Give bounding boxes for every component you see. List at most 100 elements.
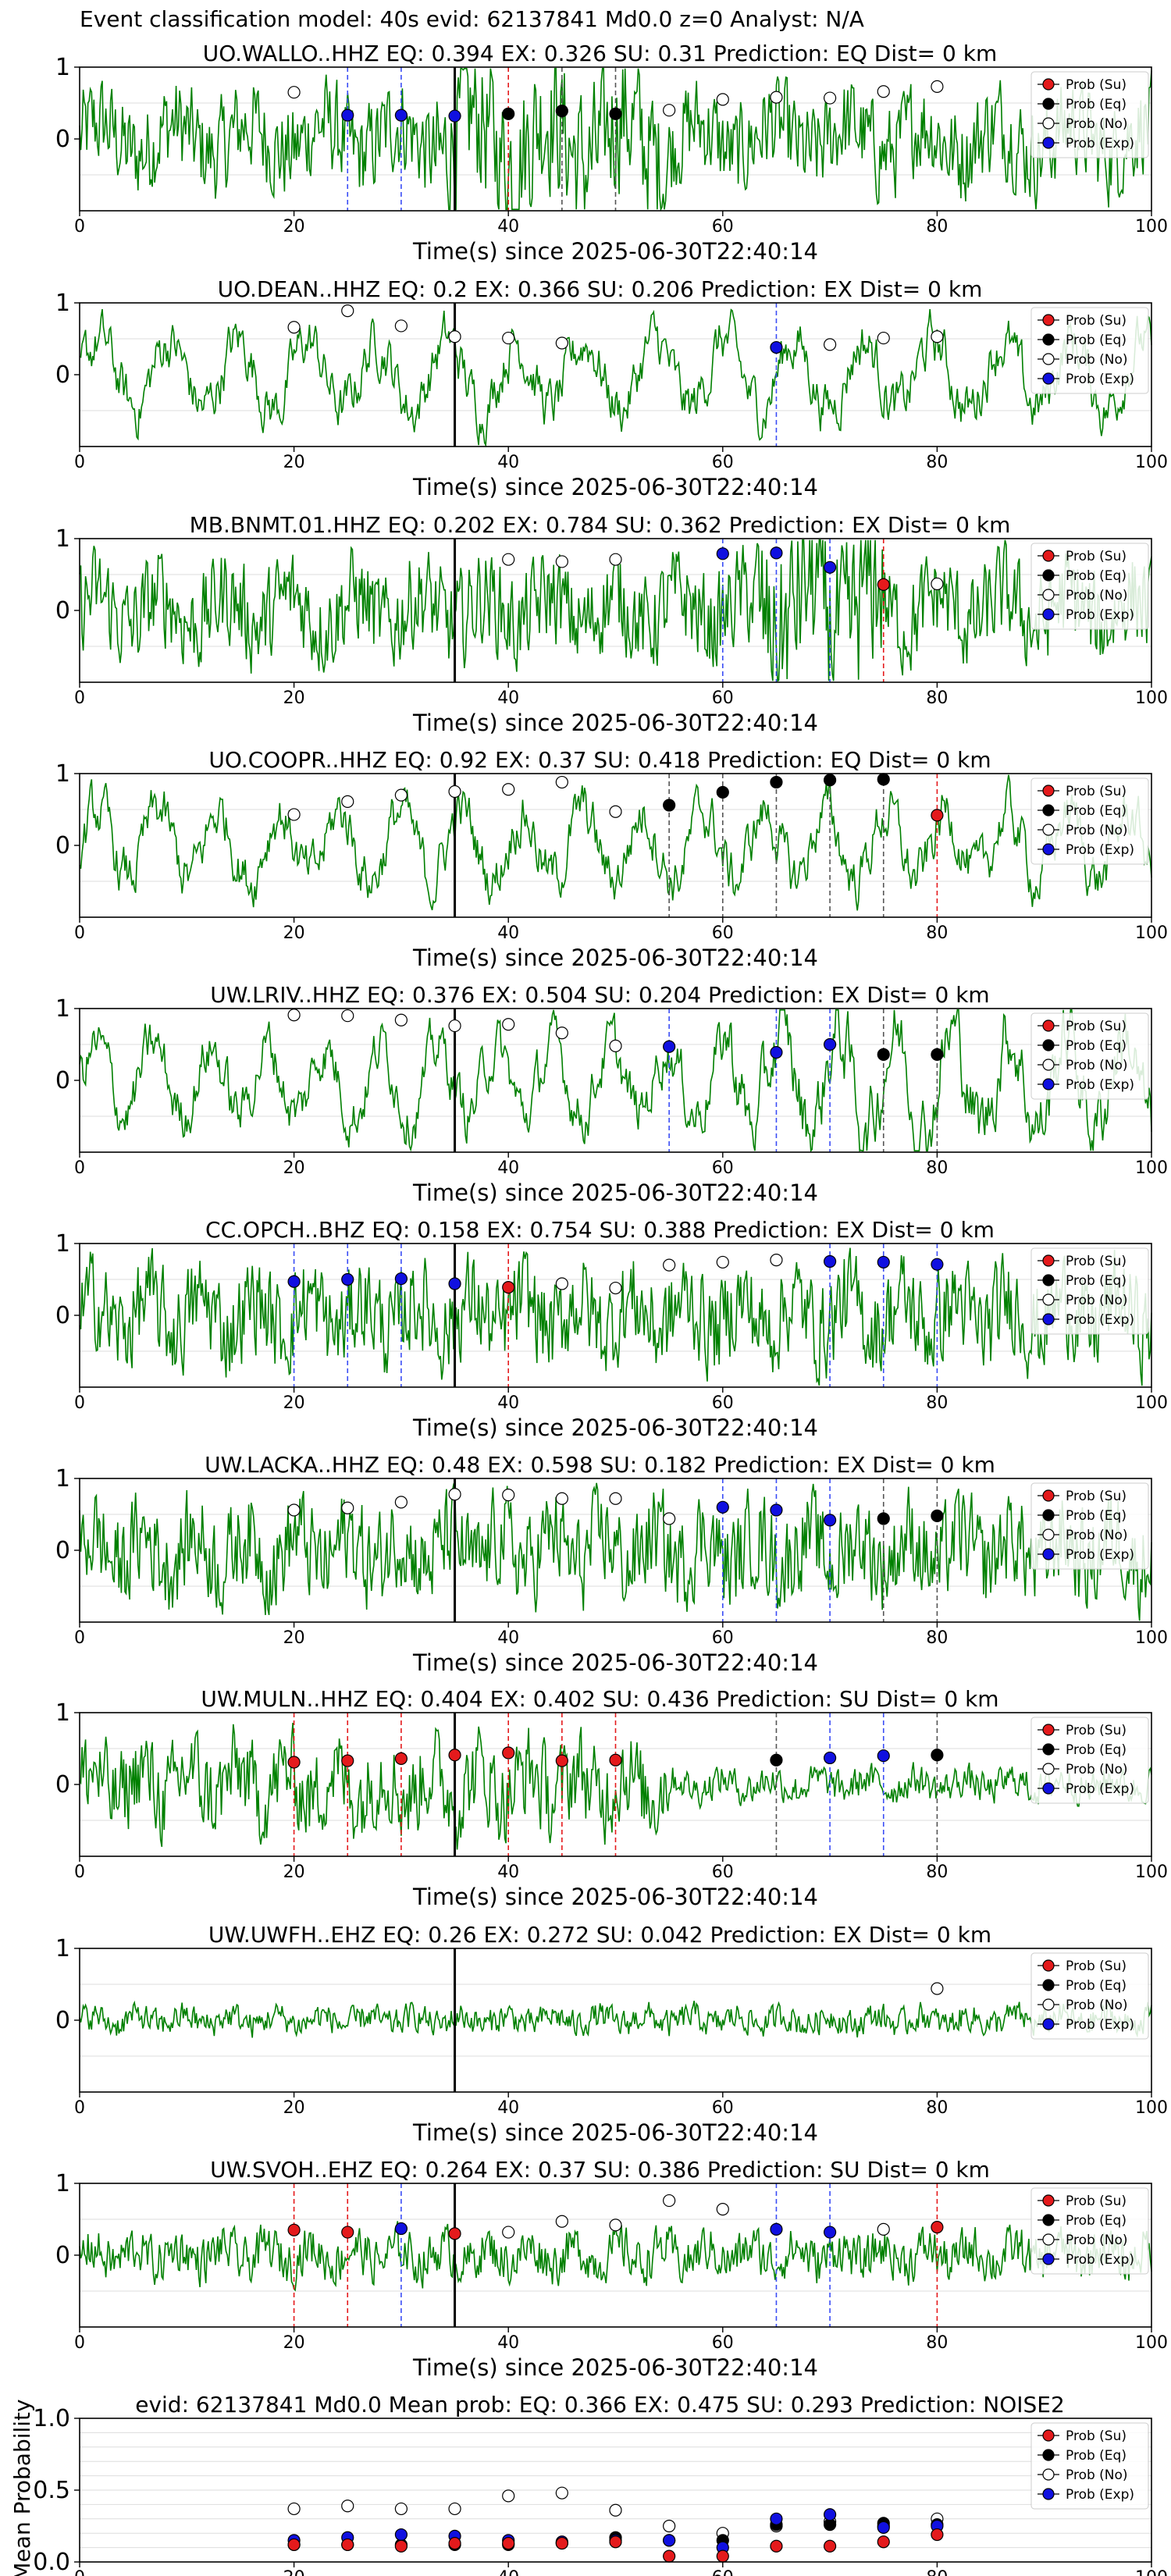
- prob-point-exp: [770, 2512, 783, 2525]
- x-tick-label: 100: [1135, 923, 1168, 943]
- prob-point-su: [931, 2221, 944, 2234]
- legend-label: Prob (Eq): [1066, 1273, 1127, 1289]
- prob-point-eq: [502, 107, 515, 120]
- legend: Prob (Su) Prob (Eq) Prob (No) Prob (Exp): [1030, 1012, 1149, 1100]
- waveform-trace: [79, 1482, 1152, 1621]
- y-tick-label: 1: [55, 1230, 70, 1258]
- legend-label: Prob (Su): [1066, 2194, 1127, 2209]
- legend-label: Prob (Eq): [1066, 2448, 1127, 2464]
- legend-label: Prob (Exp): [1066, 842, 1134, 858]
- prob-point-su: [287, 2538, 301, 2552]
- x-tick-label: 80: [926, 2098, 948, 2118]
- prob-point-exp: [823, 1037, 837, 1051]
- prob-point-exp: [716, 547, 729, 560]
- prob-point-su: [877, 2535, 890, 2549]
- prob-point-no: [287, 321, 301, 334]
- legend-label: Prob (Su): [1066, 1254, 1127, 1269]
- prob-point-no: [931, 80, 944, 93]
- prob-point-eq: [663, 799, 676, 812]
- x-tick-label: 40: [497, 1628, 519, 1648]
- prob-point-no: [555, 2215, 568, 2228]
- legend-label: Prob (Eq): [1066, 333, 1127, 348]
- x-tick-label: 0: [74, 2098, 85, 2118]
- prob-point-no: [609, 1039, 622, 1052]
- prob-point-no: [555, 1277, 568, 1290]
- prob-point-su: [609, 2535, 622, 2549]
- prob-point-no: [609, 1492, 622, 1505]
- prob-point-eq: [609, 107, 622, 120]
- legend: Prob (Su) Prob (Eq) Prob (No) Prob (Exp): [1030, 71, 1149, 158]
- prob-point-no: [394, 319, 408, 333]
- prob-point-exp: [394, 2528, 408, 2542]
- legend-label: Prob (Su): [1066, 1723, 1127, 1738]
- prob-point-exp: [663, 2534, 676, 2547]
- x-tick-label: 80: [926, 688, 948, 708]
- legend-marker-su: [1042, 1724, 1055, 1736]
- y-tick-label: 0: [55, 2007, 70, 2034]
- legend-label: Prob (Exp): [1066, 2017, 1134, 2033]
- x-tick-label: 80: [926, 217, 948, 237]
- panel-title: UW.LRIV..HHZ EQ: 0.376 EX: 0.504 SU: 0.2…: [210, 982, 989, 1008]
- x-tick-label: 20: [283, 1628, 305, 1648]
- prob-point-su: [502, 1281, 515, 1294]
- prob-point-su: [287, 2223, 301, 2236]
- legend-label: Prob (Exp): [1066, 607, 1134, 623]
- legend: Prob (Su) Prob (Eq) Prob (No) Prob (Exp): [1030, 307, 1149, 394]
- x-axis-label: Time(s) since 2025-06-30T22:40:14: [412, 238, 818, 265]
- legend-marker-su: [1042, 1489, 1055, 1502]
- prob-point-eq: [823, 774, 837, 787]
- prob-point-exp: [770, 340, 783, 354]
- waveform-trace: [79, 2221, 1152, 2292]
- legend: Prob (Su) Prob (Eq) Prob (No) Prob (Exp): [1030, 543, 1149, 630]
- prob-point-eq: [877, 773, 890, 786]
- y-tick-label: 0.0: [33, 2549, 70, 2576]
- x-axis-label: Time(s) since 2025-06-30T22:40:14: [412, 1179, 818, 1206]
- panel-title: UW.MULN..HHZ EQ: 0.404 EX: 0.402 SU: 0.4…: [201, 1686, 998, 1712]
- legend-label: Prob (No): [1066, 823, 1128, 838]
- prob-point-exp: [394, 1272, 408, 1286]
- x-tick-label: 40: [497, 923, 519, 943]
- prob-point-su: [877, 578, 890, 591]
- prob-point-no: [609, 1281, 622, 1295]
- prob-point-exp: [877, 1255, 890, 1269]
- x-tick-label: 60: [712, 2098, 734, 2118]
- y-tick-label: 0.5: [33, 2477, 70, 2504]
- prob-point-no: [770, 91, 783, 104]
- legend: Prob (Su) Prob (Eq) Prob (No) Prob (Exp): [1030, 1952, 1149, 2040]
- legend-marker-no: [1042, 353, 1055, 365]
- prob-point-exp: [394, 2222, 408, 2236]
- panel-UW.LACKA..HHZ: 0 20 40 60 80 100 0 1 UW.LACKA..HHZ EQ: 0.48 EX:…: [55, 1452, 1168, 1676]
- prob-point-no: [555, 1492, 568, 1505]
- x-tick-label: 60: [712, 453, 734, 472]
- y-tick-label: 1: [55, 54, 70, 81]
- x-tick-label: 0: [74, 1628, 85, 1648]
- prob-point-eq: [555, 105, 568, 118]
- x-tick-label: 100: [1135, 688, 1168, 708]
- prob-point-exp: [823, 1751, 837, 1765]
- legend-marker-eq: [1042, 2214, 1055, 2226]
- legend-marker-su: [1042, 550, 1055, 562]
- prob-point-no: [341, 2500, 354, 2513]
- x-tick-label: 20: [283, 453, 305, 472]
- prob-point-exp: [341, 1272, 354, 1286]
- prob-point-exp: [287, 1275, 301, 1288]
- prob-point-no: [663, 2194, 676, 2208]
- legend-label: Prob (Su): [1066, 1019, 1127, 1034]
- x-tick-label: 40: [497, 1158, 519, 1178]
- legend-box: [1030, 1717, 1149, 1804]
- prob-point-su: [448, 2227, 461, 2240]
- prob-point-no: [609, 805, 622, 818]
- legend-marker-su: [1042, 1254, 1055, 1267]
- panel-title: UO.COOPR..HHZ EQ: 0.92 EX: 0.37 SU: 0.41…: [208, 747, 991, 773]
- legend-label: Prob (Su): [1066, 784, 1127, 799]
- prob-point-exp: [663, 1040, 676, 1053]
- legend-marker-eq: [1042, 1274, 1055, 1286]
- x-tick-label: 0: [74, 1158, 85, 1178]
- prob-point-no: [394, 2502, 408, 2516]
- x-tick-label: 20: [283, 1158, 305, 1178]
- legend-box: [1030, 543, 1149, 630]
- legend-label: Prob (Exp): [1066, 372, 1134, 387]
- legend-box: [1030, 777, 1149, 865]
